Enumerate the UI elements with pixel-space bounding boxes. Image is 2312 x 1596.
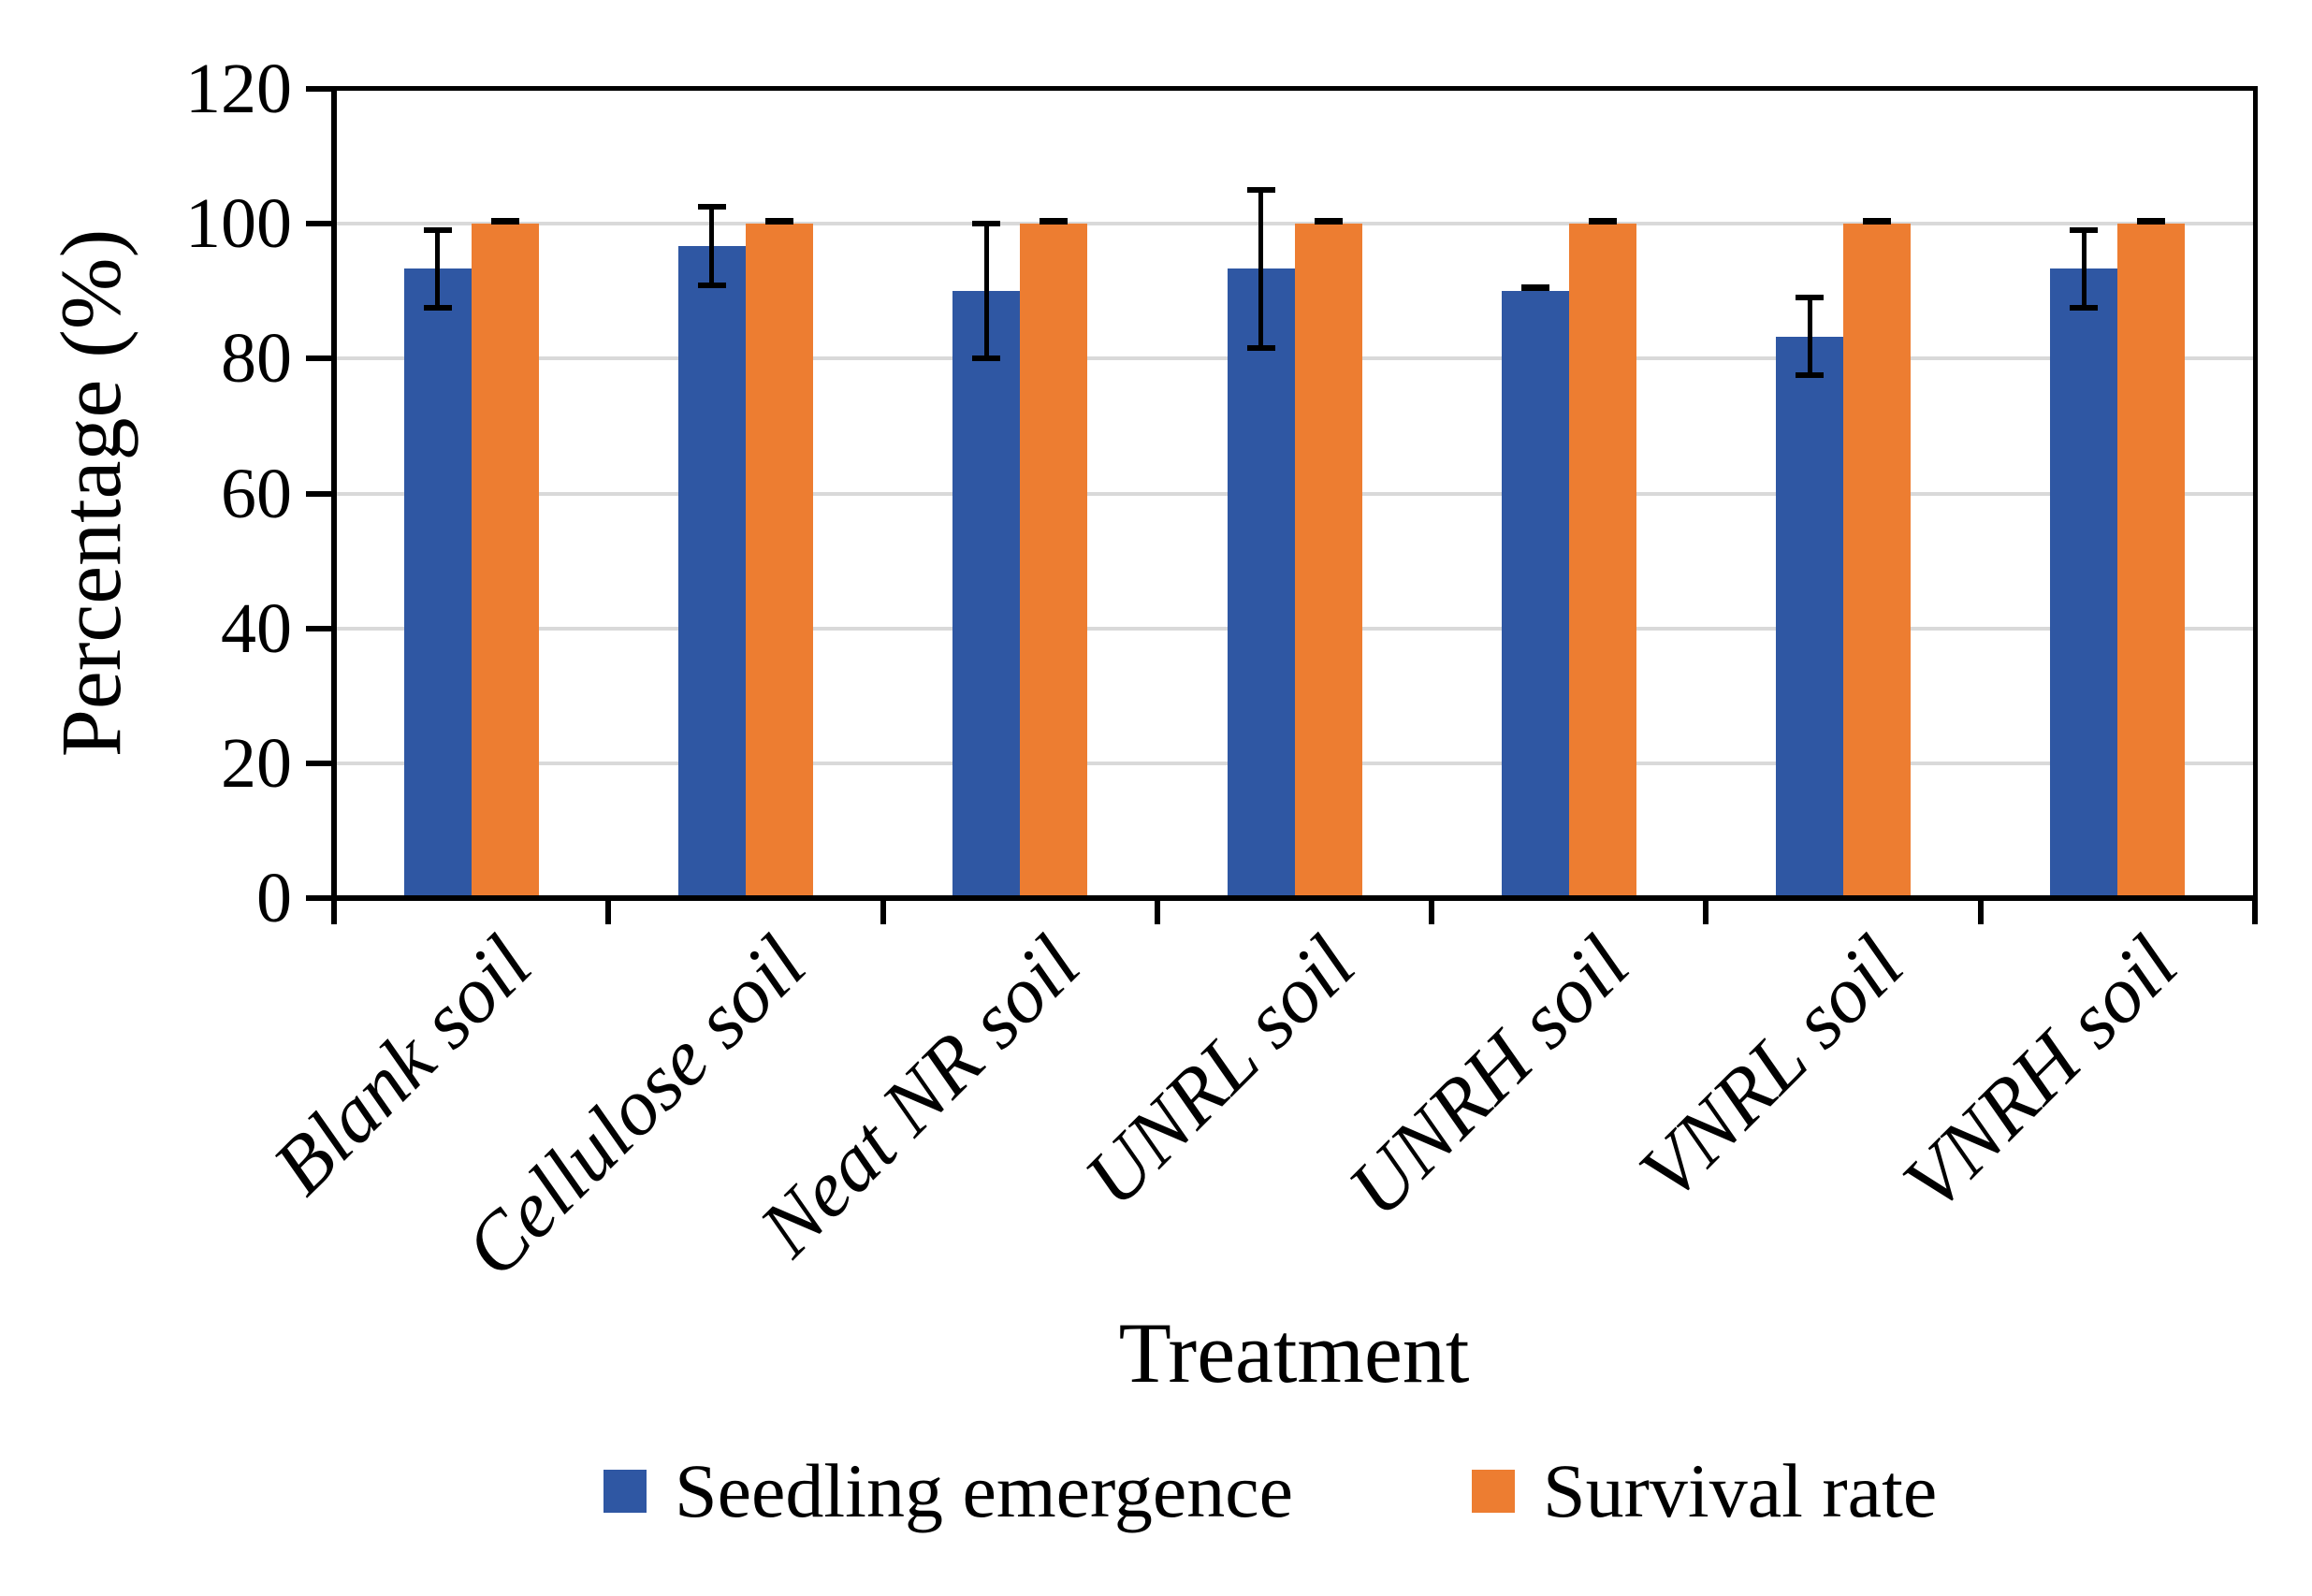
x-tick-2: [880, 901, 886, 924]
bar-survival-rate-unrl-soil: [1294, 224, 1362, 895]
y-tick-60: [306, 490, 331, 497]
error-bar-seedling-emergence-vnrh-soil: [2081, 229, 2087, 309]
x-axis-line: [331, 895, 2258, 901]
x-tick-1: [605, 901, 612, 924]
error-bar-seedling-emergence-vnrl-soil: [1807, 297, 1812, 376]
error-cap-bottom-seedling-emergence-cellulose-soil: [697, 282, 726, 288]
bar-seedling-emergence-cellulose-soil: [677, 245, 746, 895]
y-tick-80: [306, 355, 331, 362]
y-tick-label-0: 0: [256, 859, 292, 937]
error-cap-bottom-seedling-emergence-blank-soil: [423, 305, 452, 312]
y-tick-100: [306, 221, 331, 227]
error-dash-seedling-emergence-unrh-soil: [1520, 283, 1549, 291]
legend-item-seedling-emergence: Seedling emergence: [603, 1448, 1293, 1534]
bar-survival-rate-unrh-soil: [1568, 224, 1636, 895]
bar-seedling-emergence-unrl-soil: [1227, 268, 1295, 895]
error-bar-seedling-emergence-blank-soil: [435, 229, 441, 309]
y-tick-120: [306, 86, 331, 92]
plot-border-right: [2253, 86, 2258, 901]
error-dash-survival-rate-cellulose-soil: [764, 218, 793, 225]
error-cap-top-seedling-emergence-unrl-soil: [1246, 187, 1275, 194]
bar-survival-rate-vnrh-soil: [2117, 224, 2186, 895]
error-cap-top-seedling-emergence-cellulose-soil: [697, 204, 726, 210]
error-dash-survival-rate-neat-nr-soil: [1040, 218, 1069, 225]
y-tick-label-40: 40: [221, 588, 292, 668]
error-cap-top-seedling-emergence-neat-nr-soil: [972, 221, 1001, 227]
error-dash-survival-rate-unrh-soil: [1588, 218, 1617, 225]
y-axis-line: [331, 86, 337, 901]
error-bar-seedling-emergence-neat-nr-soil: [983, 224, 989, 359]
y-tick-0: [306, 895, 331, 901]
error-dash-survival-rate-vnrl-soil: [1863, 218, 1892, 225]
y-tick-40: [306, 625, 331, 631]
bar-seedling-emergence-vnrh-soil: [2050, 268, 2118, 895]
error-cap-top-seedling-emergence-vnrl-soil: [1796, 294, 1825, 300]
legend-item-survival-rate: Survival rate: [1472, 1448, 1937, 1534]
error-cap-top-seedling-emergence-vnrh-soil: [2070, 226, 2099, 233]
bar-survival-rate-neat-nr-soil: [1020, 224, 1088, 895]
error-dash-survival-rate-unrl-soil: [1314, 218, 1343, 225]
legend-swatch-seedling-emergence: [603, 1470, 647, 1513]
error-cap-bottom-seedling-emergence-vnrl-soil: [1796, 372, 1825, 379]
bar-seedling-emergence-neat-nr-soil: [952, 291, 1021, 895]
plot-border-top: [331, 86, 2258, 91]
x-tick-6: [1977, 901, 1984, 924]
legend-label-seedling-emergence: Seedling emergence: [675, 1448, 1294, 1533]
error-cap-bottom-seedling-emergence-unrl-soil: [1246, 344, 1275, 351]
x-tick-0: [331, 901, 337, 924]
x-tick-7: [2252, 901, 2258, 924]
y-tick-label-100: 100: [185, 184, 292, 264]
y-tick-label-60: 60: [221, 454, 292, 533]
x-tick-5: [1703, 901, 1709, 924]
bar-survival-rate-cellulose-soil: [745, 224, 813, 895]
bar-survival-rate-vnrl-soil: [1843, 224, 1912, 895]
bar-survival-rate-blank-soil: [471, 224, 539, 895]
error-cap-bottom-seedling-emergence-neat-nr-soil: [972, 355, 1001, 362]
error-bar-seedling-emergence-cellulose-soil: [709, 207, 715, 285]
error-cap-bottom-seedling-emergence-vnrh-soil: [2070, 305, 2099, 312]
error-cap-top-seedling-emergence-blank-soil: [423, 226, 452, 233]
error-bar-seedling-emergence-unrl-soil: [1258, 190, 1263, 348]
error-dash-survival-rate-blank-soil: [490, 218, 519, 225]
y-tick-label-20: 20: [221, 723, 292, 803]
y-tick-20: [306, 760, 331, 766]
y-tick-label-80: 80: [221, 319, 292, 399]
bar-seedling-emergence-unrh-soil: [1501, 291, 1569, 895]
plot-area: [306, 86, 2258, 924]
x-axis-title: Treatment: [1118, 1305, 1470, 1400]
legend-swatch-survival-rate: [1472, 1470, 1515, 1513]
x-tick-3: [1154, 901, 1160, 924]
legend-label-survival-rate: Survival rate: [1543, 1448, 1938, 1533]
x-tick-4: [1429, 901, 1435, 924]
bar-seedling-emergence-blank-soil: [403, 268, 472, 895]
y-tick-label-120: 120: [185, 50, 292, 128]
bar-seedling-emergence-vnrl-soil: [1776, 336, 1844, 895]
error-dash-survival-rate-vnrh-soil: [2137, 218, 2166, 225]
